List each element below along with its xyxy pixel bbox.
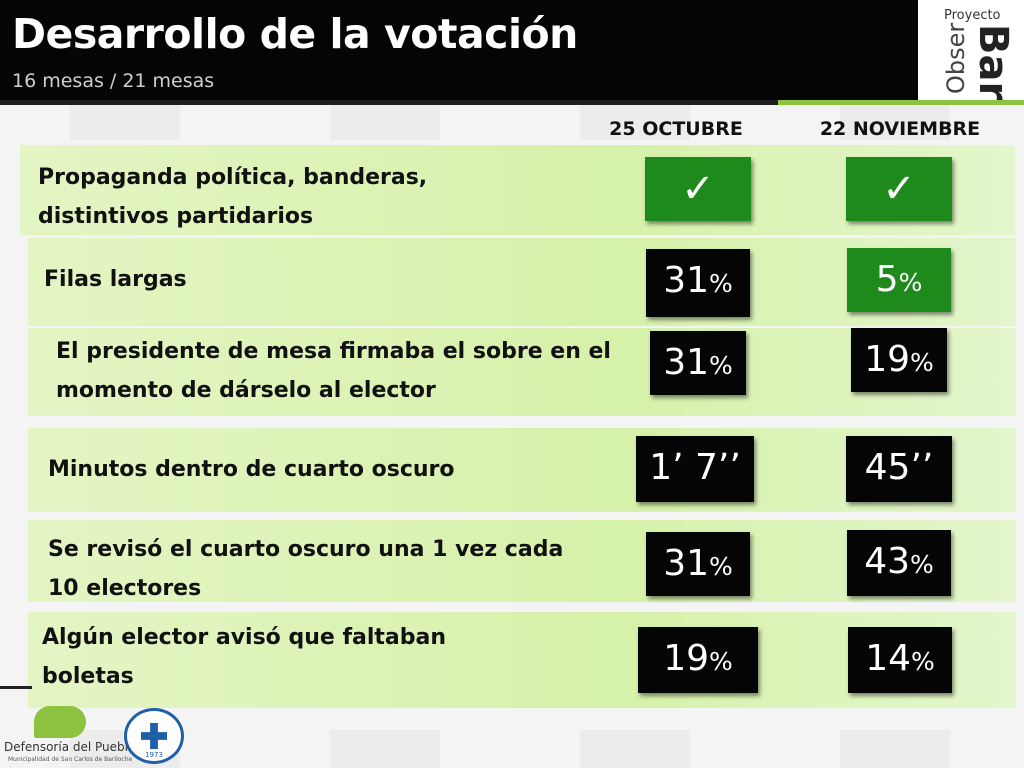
cell-octubre: ✓ [645, 157, 751, 221]
cross-icon [141, 723, 167, 749]
check-icon: ✓ [882, 166, 916, 212]
cell-octubre: 31% [646, 249, 750, 317]
cell-value: 19 [864, 339, 911, 380]
row-label: Propaganda política, banderas, distintiv… [38, 165, 428, 229]
row-label: Minutos dentro de cuarto oscuro [48, 457, 455, 482]
cell-value: 45’’ [864, 447, 934, 488]
cell-octubre: 31% [650, 331, 746, 395]
cell-value: 31 [663, 260, 710, 301]
cell-noviembre: ✓ [846, 157, 952, 221]
cell-noviembre: 5% [847, 248, 951, 312]
cell-octubre: 19% [638, 627, 758, 693]
cell-value: 19 [663, 638, 710, 679]
page-title: Desarrollo de la votación [12, 10, 578, 58]
row-label: Se revisó el cuarto oscuro una 1 vez cad… [48, 537, 564, 601]
percent-sign: % [709, 552, 733, 581]
footer-divider [0, 686, 32, 689]
leaf-icon [34, 706, 86, 738]
proyecto-observar-logo: Proyecto Bar Obser [918, 0, 1024, 102]
column-header-octubre: 25 OCTUBRE [609, 118, 743, 140]
cell-noviembre: 14% [848, 627, 952, 693]
cell-value: 31 [663, 543, 710, 584]
logo-top-text: Proyecto [944, 8, 1001, 23]
row-label: Filas largas [44, 267, 187, 292]
logo-big-text: Bar [970, 24, 1016, 102]
page-subtitle: 16 mesas / 21 mesas [12, 70, 215, 92]
cell-noviembre: 19% [851, 328, 947, 392]
percent-sign: % [709, 269, 733, 298]
check-icon: ✓ [681, 166, 715, 212]
row-label: Algún elector avisó que faltaban boletas [42, 625, 447, 689]
cell-value: 43 [864, 541, 911, 582]
column-header-noviembre: 22 NOVIEMBRE [819, 118, 981, 140]
cell-value: 1’ 7’’ [649, 447, 741, 488]
percent-sign: % [911, 647, 935, 676]
cell-octubre: 1’ 7’’ [636, 436, 754, 502]
org-name: Defensoría del Pueblo [4, 740, 136, 754]
seal-year: 1973 [145, 751, 163, 759]
cell-octubre: 31% [646, 532, 750, 596]
cell-value: 31 [663, 342, 710, 383]
cell-noviembre: 43% [847, 530, 951, 596]
cell-noviembre: 45’’ [846, 436, 952, 502]
university-seal: 1973 [124, 708, 184, 764]
percent-sign: % [709, 351, 733, 380]
percent-sign: % [898, 268, 923, 297]
row-label: El presidente de mesa firmaba el sobre e… [56, 339, 611, 403]
org-subtitle: Municipalidad de San Carlos de Bariloche [8, 756, 133, 763]
percent-sign: % [709, 647, 733, 676]
logo-side-text: Obser [942, 22, 970, 94]
header-divider [0, 100, 1024, 105]
percent-sign: % [910, 550, 934, 579]
header-bar: Desarrollo de la votación 16 mesas / 21 … [0, 0, 918, 100]
cell-value: 5 [875, 259, 899, 300]
cell-value: 14 [865, 638, 912, 679]
percent-sign: % [910, 348, 934, 377]
defensoria-logo: Defensoría del Pueblo Municipalidad de S… [4, 700, 135, 764]
